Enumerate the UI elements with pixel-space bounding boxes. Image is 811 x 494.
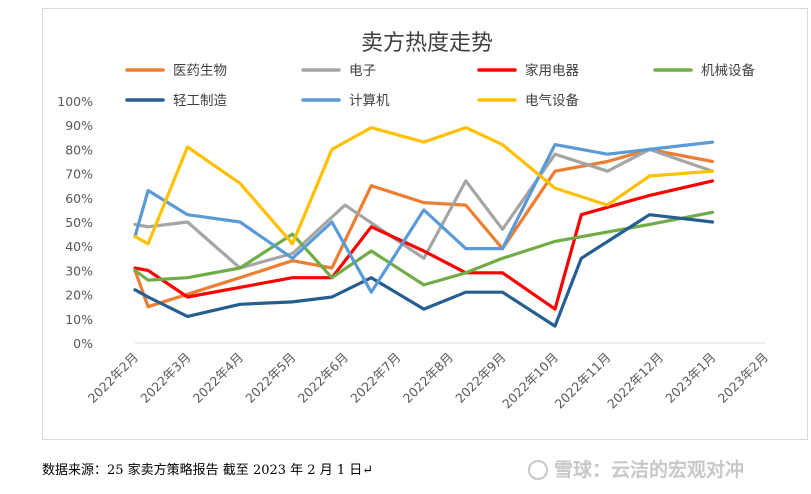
legend-item: 轻工制造 <box>125 93 227 109</box>
x-tick-label: 2022年3月 <box>137 350 193 406</box>
series-line <box>133 147 715 309</box>
legend-item: 家用电器 <box>477 62 579 79</box>
series-line <box>133 147 715 270</box>
x-tick-label: 2023年2月 <box>715 350 771 406</box>
y-tick-label: 0% <box>73 336 93 351</box>
x-tick-label: 2023年1月 <box>662 350 718 406</box>
legend-label: 机械设备 <box>701 62 755 79</box>
legend-label: 轻工制造 <box>173 93 227 109</box>
y-tick-label: 60% <box>65 191 93 206</box>
x-tick-label: 2022年2月 <box>85 350 141 406</box>
xueqiu-logo-icon <box>528 460 548 480</box>
series-layer <box>133 125 715 328</box>
series-line <box>133 125 715 246</box>
y-tick-label: 100% <box>57 94 93 109</box>
x-tick-label: 2022年5月 <box>242 350 298 406</box>
y-axis: 0% 10% 20% 30% 40% 50% 60% 70% 80% 90% 100% <box>57 94 93 351</box>
legend-item: 医药生物 <box>125 63 227 79</box>
series-line <box>133 179 715 311</box>
series-line <box>133 210 715 287</box>
x-axis: 2022年2月2022年3月2022年4月2022年5月2022年6月2022年… <box>85 342 771 412</box>
x-tick-label: 2022年7月 <box>347 350 403 406</box>
x-tick-label: 2022年12月 <box>604 350 666 412</box>
legend-label: 医药生物 <box>173 63 227 79</box>
chart-frame: 卖方热度走势 医药生物 电子 家用电器 机械设备轻工制造 计算机 电气设备 0% 10% 20… <box>42 8 808 440</box>
y-tick-label: 50% <box>65 215 93 230</box>
x-tick-label: 2022年6月 <box>295 350 351 406</box>
watermark: 雪球：云洁的宏观对冲 <box>528 455 744 482</box>
y-tick-label: 40% <box>65 239 93 254</box>
y-tick-label: 20% <box>65 288 93 303</box>
y-tick-label: 10% <box>65 312 93 327</box>
legend-item: 机械设备 <box>653 62 755 79</box>
x-tick-label: 2022年9月 <box>452 350 508 406</box>
legend-item: 计算机 <box>301 93 390 109</box>
x-tick-label: 2022年4月 <box>190 350 246 406</box>
legend-label: 家用电器 <box>525 62 579 79</box>
y-tick-label: 90% <box>65 118 93 133</box>
legend-label: 电子 <box>349 63 376 79</box>
watermark-text: 雪球：云洁的宏观对冲 <box>554 459 745 481</box>
x-tick-label: 2022年8月 <box>400 350 456 406</box>
series-line <box>133 213 715 328</box>
series-line <box>133 140 715 294</box>
y-tick-label: 80% <box>65 142 93 157</box>
chart-title: 卖方热度走势 <box>361 31 493 56</box>
legend-item: 电气设备 <box>477 92 579 109</box>
source-footnote: 数据来源：25 家卖方策略报告 截至 2023 年 2 月 1 日↵ <box>42 463 374 478</box>
y-tick-label: 30% <box>65 263 93 278</box>
legend-label: 计算机 <box>349 93 390 109</box>
y-tick-label: 70% <box>65 167 93 182</box>
legend-item: 电子 <box>301 63 376 79</box>
legend-label: 电气设备 <box>525 92 579 109</box>
